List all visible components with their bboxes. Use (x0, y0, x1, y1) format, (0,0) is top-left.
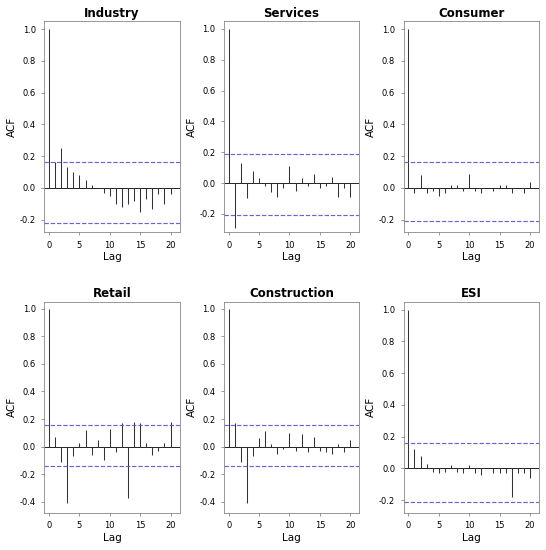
Y-axis label: ACF: ACF (187, 397, 197, 417)
Y-axis label: ACF: ACF (366, 117, 376, 137)
Title: ESI: ESI (461, 288, 482, 300)
Y-axis label: ACF: ACF (366, 397, 376, 417)
X-axis label: Lag: Lag (103, 533, 121, 543)
Title: Retail: Retail (93, 288, 131, 300)
X-axis label: Lag: Lag (462, 252, 480, 262)
Title: Industry: Industry (84, 7, 140, 20)
Title: Services: Services (264, 7, 319, 20)
X-axis label: Lag: Lag (282, 252, 301, 262)
Y-axis label: ACF: ACF (187, 117, 197, 137)
Title: Consumer: Consumer (438, 7, 505, 20)
Y-axis label: ACF: ACF (7, 117, 17, 137)
Y-axis label: ACF: ACF (7, 397, 17, 417)
Title: Construction: Construction (249, 288, 334, 300)
X-axis label: Lag: Lag (103, 252, 121, 262)
X-axis label: Lag: Lag (462, 533, 480, 543)
X-axis label: Lag: Lag (282, 533, 301, 543)
